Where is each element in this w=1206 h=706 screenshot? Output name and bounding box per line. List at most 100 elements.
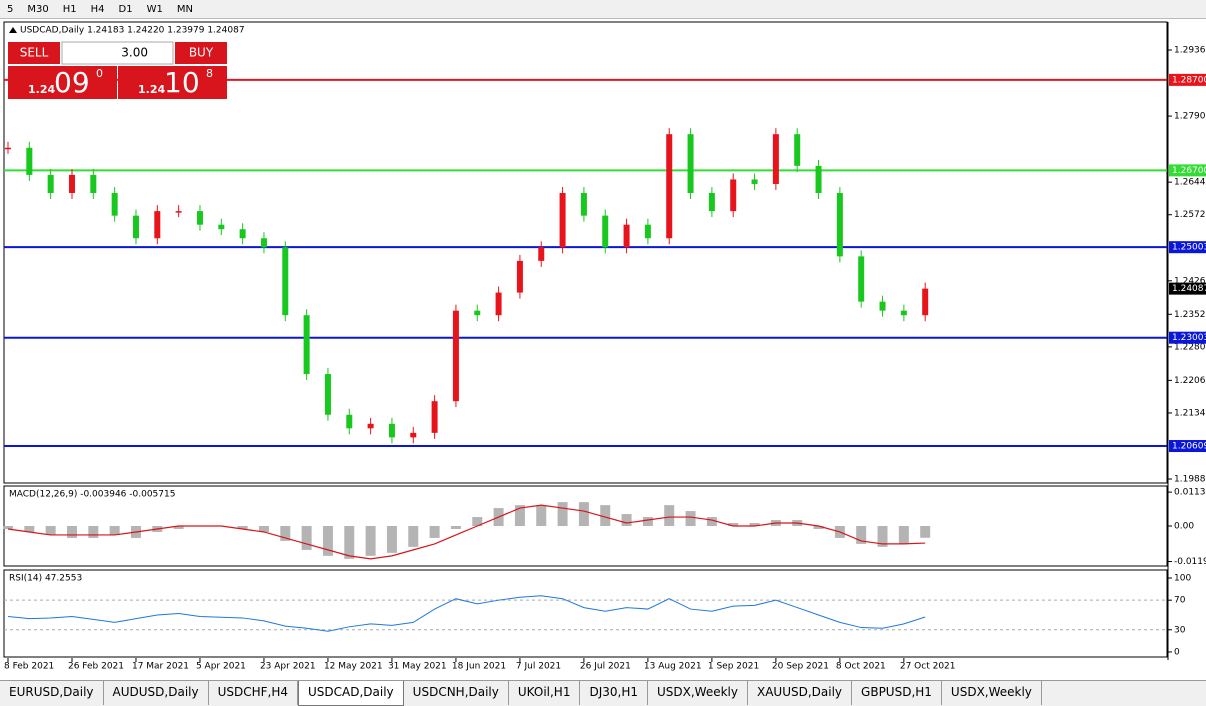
x-tick-label: 26 Jul 2021 <box>580 662 631 672</box>
timeframe-button[interactable]: H1 <box>62 3 77 15</box>
macd-bar <box>472 517 483 526</box>
candle <box>538 247 545 261</box>
chart-tab[interactable]: UKOil,H1 <box>509 681 581 705</box>
macd-bar <box>536 505 547 526</box>
x-tick-label: 13 Aug 2021 <box>644 662 702 672</box>
candle <box>47 174 54 194</box>
candle <box>346 414 353 429</box>
macd-bar <box>877 526 888 547</box>
x-tick-label: 23 Apr 2021 <box>260 662 316 672</box>
level-label: 1.23003 <box>1172 333 1206 343</box>
y-tick-label: -0.01190 <box>1174 557 1206 567</box>
candle <box>516 260 523 293</box>
candle <box>751 179 758 184</box>
chart-tab[interactable]: EURUSD,Daily <box>0 681 104 705</box>
macd-bar <box>386 526 397 553</box>
x-tick-label: 12 May 2021 <box>324 662 383 672</box>
y-tick-label: 0.00 <box>1174 522 1194 532</box>
bid-prefix: 1.24 <box>28 83 55 96</box>
candle <box>410 432 417 438</box>
y-tick-label: 1.21340 <box>1174 408 1206 418</box>
macd-bar <box>429 526 440 538</box>
macd-bar <box>920 526 931 538</box>
x-tick-label: 7 Jul 2021 <box>516 662 561 672</box>
candle <box>132 215 139 239</box>
chart-tab[interactable]: AUDUSD,Daily <box>104 681 209 705</box>
candle <box>815 165 822 194</box>
pane-frame <box>3 569 1168 658</box>
signal-line <box>7 504 926 560</box>
macd-bar <box>408 526 419 547</box>
macd-bar <box>45 526 56 535</box>
y-tick-label: 1.24260 <box>1174 276 1206 286</box>
macd-bar <box>898 526 909 544</box>
candle <box>708 193 715 212</box>
macd-bar <box>173 526 184 529</box>
y-tick-label: 1.25720 <box>1174 210 1206 220</box>
timeframe-button[interactable]: D1 <box>118 3 133 15</box>
indicator-title: RSI(14) 47.2553 <box>9 574 82 584</box>
y-tick-label: 1.27900 <box>1174 112 1206 122</box>
sell-button[interactable] <box>8 42 60 64</box>
ask-prefix: 1.24 <box>138 83 165 96</box>
volume-input[interactable] <box>61 41 174 65</box>
chart-tab[interactable]: XAUUSD,Daily <box>748 681 853 705</box>
macd-bar <box>280 526 291 541</box>
candle <box>922 288 929 316</box>
level-label: 1.25003 <box>1172 243 1206 253</box>
buy-button[interactable] <box>175 42 227 64</box>
timeframe-button[interactable]: H4 <box>90 3 105 15</box>
candle <box>68 174 75 194</box>
chart-title: USDCAD,Daily 1.24183 1.24220 1.23979 1.2… <box>20 26 245 36</box>
y-tick-label: 0 <box>1174 647 1180 657</box>
chart-tab[interactable]: USDX,Weekly <box>942 681 1042 705</box>
x-tick-label: 27 Oct 2021 <box>900 662 956 672</box>
macd-bar <box>365 526 376 556</box>
candle <box>580 193 587 216</box>
level-tag <box>1169 73 1206 86</box>
candle <box>154 211 161 239</box>
title-arrow <box>9 27 17 33</box>
candle <box>559 193 566 248</box>
candle <box>324 374 331 415</box>
chart-tab[interactable]: USDX,Weekly <box>648 681 748 705</box>
candle <box>623 224 630 248</box>
candle <box>175 211 182 213</box>
timeframe-button[interactable]: W1 <box>146 3 163 15</box>
macd-bar <box>664 505 675 526</box>
chart-tab[interactable]: USDCNH,Daily <box>404 681 509 705</box>
chart-tab[interactable]: GBPUSD,H1 <box>852 681 942 705</box>
level-tag <box>1169 331 1206 344</box>
bid-small: 0 <box>96 67 103 80</box>
timeframe-button[interactable]: MN <box>176 3 193 15</box>
pane-frame <box>3 21 1168 484</box>
candle <box>367 423 374 429</box>
macd-bar <box>237 526 248 529</box>
x-tick-label: 8 Feb 2021 <box>4 662 54 672</box>
timeframe-button[interactable]: 5 <box>7 3 14 15</box>
current-price-tag <box>1169 282 1206 295</box>
chart-tab[interactable]: USDCHF,H4 <box>209 681 299 705</box>
macd-bar <box>344 526 355 559</box>
ask-big: 10 <box>164 66 200 99</box>
candle <box>474 310 481 316</box>
chart-tab[interactable]: DJ30,H1 <box>580 681 648 705</box>
y-tick-label: 30 <box>1174 625 1186 635</box>
rsi-line <box>7 595 926 632</box>
macd-bar <box>749 523 760 526</box>
candle <box>495 292 502 316</box>
buy-label: BUY <box>189 46 214 60</box>
y-tick-label: 1.29360 <box>1174 46 1206 56</box>
y-tick-label: 1.23520 <box>1174 310 1206 320</box>
ask-box[interactable] <box>118 66 227 99</box>
macd-bar <box>322 526 333 556</box>
macd-bar <box>706 517 717 526</box>
sell-label: SELL <box>20 46 49 60</box>
chart-tab[interactable]: USDCAD,Daily <box>298 681 404 706</box>
tab-bar: EURUSD,Daily AUDUSD,Daily USDCHF,H4 USDCAD,… <box>0 680 1206 706</box>
x-tick-label: 20 Sep 2021 <box>772 662 829 672</box>
timeframe-button[interactable]: M30 <box>27 3 49 15</box>
candle <box>879 301 886 311</box>
bid-box[interactable] <box>8 66 117 99</box>
x-tick-label: 5 Apr 2021 <box>196 662 246 672</box>
